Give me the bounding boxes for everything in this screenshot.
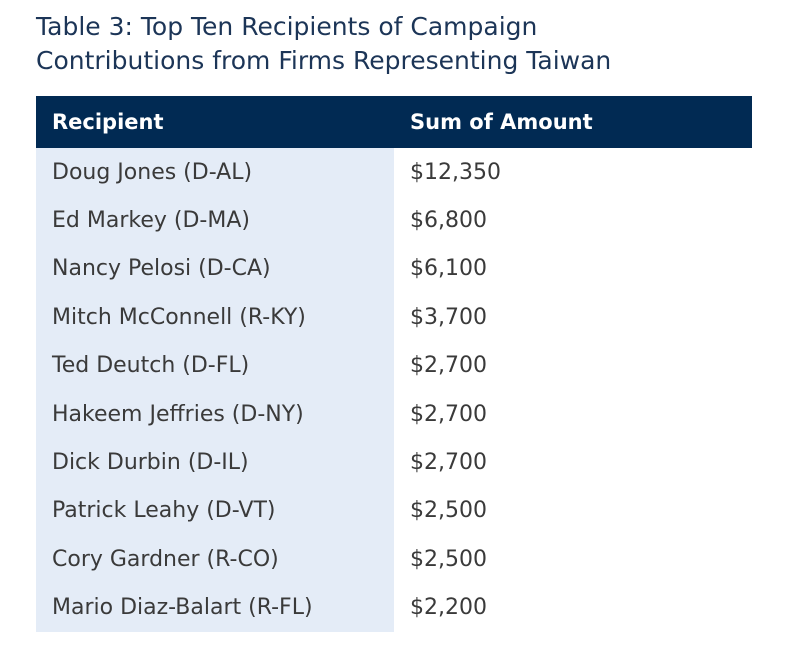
table-row: Mario Diaz-Balart (R-FL) $2,200 [36, 583, 752, 632]
amount-cell: $6,800 [394, 196, 752, 245]
amount-cell: $2,700 [394, 341, 752, 390]
amount-cell: $12,350 [394, 148, 752, 197]
amount-cell: $2,700 [394, 389, 752, 439]
table-row: Ted Deutch (D-FL) $2,700 [36, 341, 752, 390]
table-row: Patrick Leahy (D-VT) $2,500 [36, 486, 752, 536]
recipient-column-header: Recipient [36, 96, 394, 148]
recipient-cell: Cory Gardner (R-CO) [36, 535, 394, 584]
recipient-cell: Dick Durbin (D-IL) [36, 438, 394, 487]
table-row: Hakeem Jeffries (D-NY) $2,700 [36, 389, 752, 439]
recipient-cell: Hakeem Jeffries (D-NY) [36, 389, 394, 439]
recipient-cell: Nancy Pelosi (D-CA) [36, 244, 394, 294]
amount-cell: $2,500 [394, 535, 752, 584]
recipient-cell: Mitch McConnell (R-KY) [36, 293, 394, 342]
recipients-table: Recipient Sum of Amount Doug Jones (D-AL… [36, 96, 752, 632]
table-row: Nancy Pelosi (D-CA) $6,100 [36, 244, 752, 294]
table-body: Doug Jones (D-AL) $12,350 Ed Markey (D-M… [36, 148, 752, 632]
amount-cell: $3,700 [394, 293, 752, 342]
table-row: Ed Markey (D-MA) $6,800 [36, 196, 752, 245]
amount-cell: $6,100 [394, 244, 752, 294]
amount-cell: $2,500 [394, 486, 752, 536]
table-row: Dick Durbin (D-IL) $2,700 [36, 438, 752, 487]
table-title-line-1: Table 3: Top Ten Recipients of Campaign [36, 12, 538, 41]
recipient-cell: Doug Jones (D-AL) [36, 148, 394, 197]
table-row: Cory Gardner (R-CO) $2,500 [36, 535, 752, 584]
amount-cell: $2,700 [394, 438, 752, 487]
table-row: Mitch McConnell (R-KY) $3,700 [36, 293, 752, 342]
header-row: Recipient Sum of Amount [36, 96, 752, 148]
amount-cell: $2,200 [394, 583, 752, 632]
recipient-cell: Mario Diaz-Balart (R-FL) [36, 583, 394, 632]
table-title: Table 3: Top Ten Recipients of Campaign … [36, 10, 736, 78]
amount-column-header: Sum of Amount [394, 96, 752, 148]
table-row: Doug Jones (D-AL) $12,350 [36, 148, 752, 197]
recipient-cell: Patrick Leahy (D-VT) [36, 486, 394, 536]
recipient-cell: Ed Markey (D-MA) [36, 196, 394, 245]
table-title-line-2: Contributions from Firms Representing Ta… [36, 46, 612, 75]
recipient-cell: Ted Deutch (D-FL) [36, 341, 394, 390]
table-header: Recipient Sum of Amount [36, 96, 752, 148]
